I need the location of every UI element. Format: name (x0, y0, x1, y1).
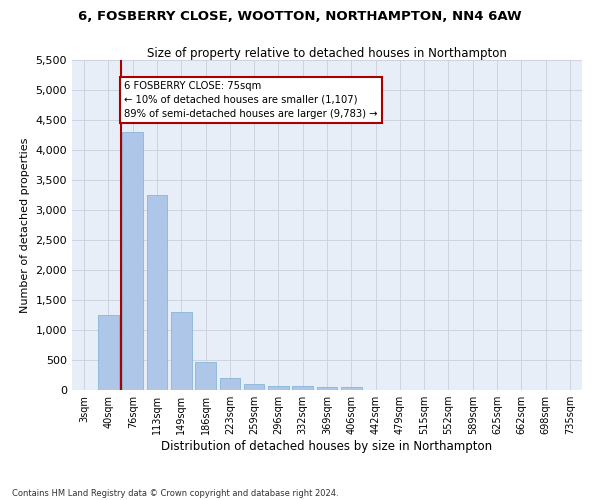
Bar (341, 387, 362, 390)
Bar (317, 386, 337, 390)
Text: Contains HM Land Registry data © Crown copyright and database right 2024.: Contains HM Land Registry data © Crown c… (12, 488, 338, 498)
Bar (171, 312, 191, 390)
Bar (195, 362, 216, 390)
Bar (146, 195, 167, 390)
Text: 6 FOSBERRY CLOSE: 75sqm
← 10% of detached houses are smaller (1,107)
89% of semi: 6 FOSBERRY CLOSE: 75sqm ← 10% of detache… (124, 81, 378, 119)
Y-axis label: Number of detached properties: Number of detached properties (20, 138, 30, 312)
Bar (122, 132, 143, 390)
Bar (268, 386, 289, 390)
X-axis label: Distribution of detached houses by size in Northampton: Distribution of detached houses by size … (161, 440, 493, 453)
Title: Size of property relative to detached houses in Northampton: Size of property relative to detached ho… (147, 47, 507, 60)
Bar (244, 384, 265, 390)
Bar (292, 386, 313, 390)
Text: 6, FOSBERRY CLOSE, WOOTTON, NORTHAMPTON, NN4 6AW: 6, FOSBERRY CLOSE, WOOTTON, NORTHAMPTON,… (78, 10, 522, 23)
Bar (220, 378, 240, 390)
Bar (98, 315, 119, 390)
